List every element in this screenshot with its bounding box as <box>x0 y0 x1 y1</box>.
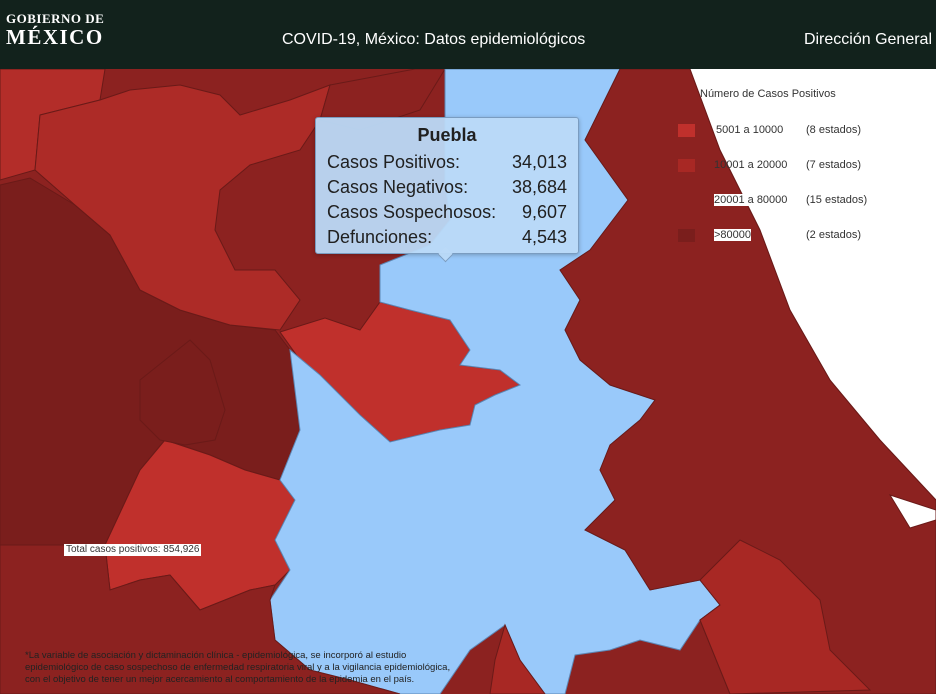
legend-count: (7 estados) <box>806 159 862 171</box>
legend-swatch <box>678 229 695 242</box>
state-aguascalientes[interactable] <box>139 339 226 446</box>
tooltip-label: Casos Sospechosos: <box>327 202 497 222</box>
page-title: COVID-19, México: Datos epidemiológicos <box>282 31 586 48</box>
total-cases-label: Total casos positivos: 854,926 <box>64 544 202 556</box>
tooltip-state-name: Puebla <box>417 125 477 145</box>
legend-count: (8 estados) <box>806 124 862 136</box>
coastline <box>620 69 936 501</box>
tooltip-value: 34,013 <box>511 152 567 172</box>
state-zacatecas[interactable] <box>34 84 331 331</box>
tooltip-row: Casos Sospechosos: 9,607 <box>327 202 567 226</box>
tooltip-row: Casos Positivos: 34,013 <box>327 152 567 176</box>
logo-line-2: MÉXICO <box>6 25 104 49</box>
legend-range: 10001 a 20000 <box>714 159 788 171</box>
tooltip-value: 4,543 <box>521 227 567 247</box>
state-mexico[interactable] <box>0 544 401 694</box>
state-guerrero[interactable] <box>489 623 546 694</box>
tooltip-label: Defunciones: <box>327 227 433 247</box>
legend-range: >80000 <box>714 229 752 241</box>
map-legend: Número de Casos Positivos 5001 a 10000 (… <box>676 88 931 242</box>
tooltip-value: 38,684 <box>511 177 567 197</box>
logo-line-1: GOBIERNO DE <box>6 11 105 26</box>
gobierno-logo[interactable]: GOBIERNO DE MÉXICO <box>6 11 105 49</box>
legend-count: (2 estados) <box>806 229 862 241</box>
legend-title: Número de Casos Positivos <box>700 88 836 100</box>
tooltip-label: Casos Positivos: <box>327 152 461 172</box>
top-bar: GOBIERNO DE MÉXICO COVID-19, México: Dat… <box>0 0 936 69</box>
gulf-of-mexico <box>620 69 936 500</box>
legend-count: (15 estados) <box>806 194 868 206</box>
footnote: *La variable de asociación y dictaminaci… <box>25 650 535 686</box>
tooltip-row: Defunciones: 4,543 <box>327 227 567 251</box>
state-oaxaca[interactable] <box>699 539 872 694</box>
tooltip-row: Casos Negativos: 38,684 <box>327 177 567 201</box>
legend-swatch <box>678 159 695 172</box>
tooltip-label: Casos Negativos: <box>327 177 469 197</box>
tooltip-value: 9,607 <box>521 202 567 222</box>
direccion-general-link[interactable]: Dirección General <box>803 31 932 48</box>
footnote-line: *La variable de asociación y dictaminaci… <box>25 650 407 661</box>
footnote-line: epidemiológico de caso sospechoso de enf… <box>25 662 451 673</box>
footnote-line: con el objetivo de tener un mejor acerca… <box>25 674 415 685</box>
legend-swatch <box>678 194 695 207</box>
legend-range: 5001 a 10000 <box>716 124 784 136</box>
state-tooltip: Puebla Casos Positivos: 34,013 Casos Neg… <box>315 117 579 254</box>
legend-range: 20001 a 80000 <box>714 194 788 206</box>
coastal-inlet <box>888 494 936 529</box>
legend-swatch <box>678 124 695 137</box>
